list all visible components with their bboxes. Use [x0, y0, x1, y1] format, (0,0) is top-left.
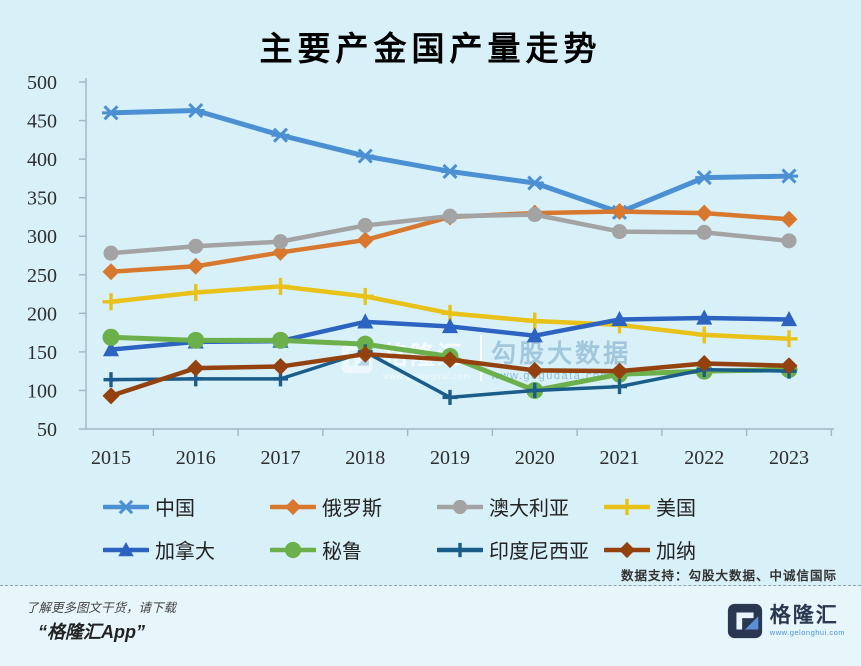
- y-tick-label: 300: [27, 226, 57, 248]
- y-tick-label: 450: [27, 111, 57, 133]
- watermark-divider: [480, 335, 483, 381]
- series-line-china: [108, 108, 792, 215]
- brand-text: 格隆汇 www.gelonghui.com: [769, 604, 845, 637]
- y-tick-label: 400: [27, 149, 57, 171]
- brand-name: 格隆汇: [769, 604, 839, 628]
- footer-divider: [0, 585, 861, 586]
- watermark-right: 勾股大数据 www.gogudata.com: [491, 334, 631, 382]
- chart-legend: 中国 俄罗斯 澳大利亚 美国 加拿大 秘鲁 印度尼西亚 加纳: [103, 492, 823, 578]
- legend-marker-indonesia-icon: [437, 542, 483, 557]
- legend-marker-peru-icon: [270, 541, 316, 558]
- x-tick-label: 2017: [261, 447, 301, 469]
- x-tick-label: 2018: [345, 447, 385, 469]
- x-tick-label: 2021: [600, 447, 640, 469]
- watermark-left-url: www.gelonghui.com: [383, 371, 472, 381]
- x-tick-label: 2022: [684, 447, 724, 469]
- legend-item-peru: 秘鲁: [270, 535, 437, 564]
- legend-label-australia: 澳大利亚: [489, 498, 569, 520]
- legend-item-usa: 美国: [604, 492, 823, 521]
- legend-label-canada: 加拿大: [155, 541, 215, 563]
- watermark-right-text: 勾股大数据: [491, 340, 632, 368]
- footer-background: [0, 586, 861, 666]
- legend-marker-china-icon: [103, 499, 149, 514]
- legend-marker-ghana-icon: [604, 541, 650, 558]
- y-tick-label: 350: [27, 188, 57, 210]
- legend-item-australia: 澳大利亚: [437, 492, 604, 521]
- x-tick-label: 2023: [769, 447, 809, 469]
- legend-item-canada: 加拿大: [103, 535, 270, 564]
- legend-item-russia: 俄罗斯: [270, 492, 437, 521]
- series-ghana: [102, 345, 798, 405]
- legend-marker-russia-icon: [270, 498, 316, 515]
- legend-label-china: 中国: [155, 498, 195, 520]
- series-australia: [103, 207, 797, 261]
- y-tick-label: 250: [27, 265, 57, 287]
- x-tick-label: 2015: [91, 447, 131, 469]
- legend-label-indonesia: 印度尼西亚: [489, 541, 589, 563]
- legend-label-russia: 俄罗斯: [322, 498, 382, 520]
- legend-item-china: 中国: [103, 492, 270, 521]
- page-title: 主要产金国产量走势: [259, 30, 602, 67]
- legend-item-ghana: 加纳: [604, 535, 823, 564]
- legend-marker-usa-icon: [604, 498, 650, 515]
- series-china: [102, 102, 798, 220]
- legend-row-1: 中国 俄罗斯 澳大利亚 美国: [103, 492, 823, 521]
- legend-item-indonesia: 印度尼西亚: [437, 535, 604, 564]
- gelonghui-logo-icon: [727, 603, 762, 639]
- app-name-text: “格隆汇App”: [38, 622, 145, 642]
- x-tick-label: 2016: [176, 447, 216, 469]
- x-tick-label: 2019: [430, 447, 470, 469]
- legend-marker-canada-icon: [103, 541, 149, 556]
- legend-row-2: 加拿大 秘鲁 印度尼西亚 加纳: [103, 535, 823, 564]
- legend-label-usa: 美国: [656, 498, 696, 520]
- y-tick-label: 150: [27, 342, 57, 364]
- legend-label-ghana: 加纳: [656, 541, 696, 563]
- promo-text: 了解更多图文干货，请下载: [26, 601, 177, 615]
- y-tick-label: 100: [27, 380, 57, 402]
- legend-marker-australia-icon: [437, 499, 483, 514]
- y-tick-label: 50: [37, 419, 57, 441]
- series-usa: [102, 277, 798, 348]
- chart-svg: 50 100 150 200 250 300 350 400 450 500 2015 2016 201…: [27, 72, 834, 469]
- y-tick-label: 500: [27, 72, 57, 94]
- data-support-note: 数据支持：勾股大数据、中诚信国际: [620, 569, 837, 583]
- x-tick-label: 2020: [515, 447, 555, 469]
- y-tick-label: 200: [27, 303, 57, 325]
- legend-label-peru: 秘鲁: [322, 541, 362, 563]
- brand-logo: 格隆汇 www.gelonghui.com: [726, 602, 845, 640]
- axis-lines: [85, 78, 834, 430]
- brand-url: www.gelonghui.com: [769, 627, 845, 637]
